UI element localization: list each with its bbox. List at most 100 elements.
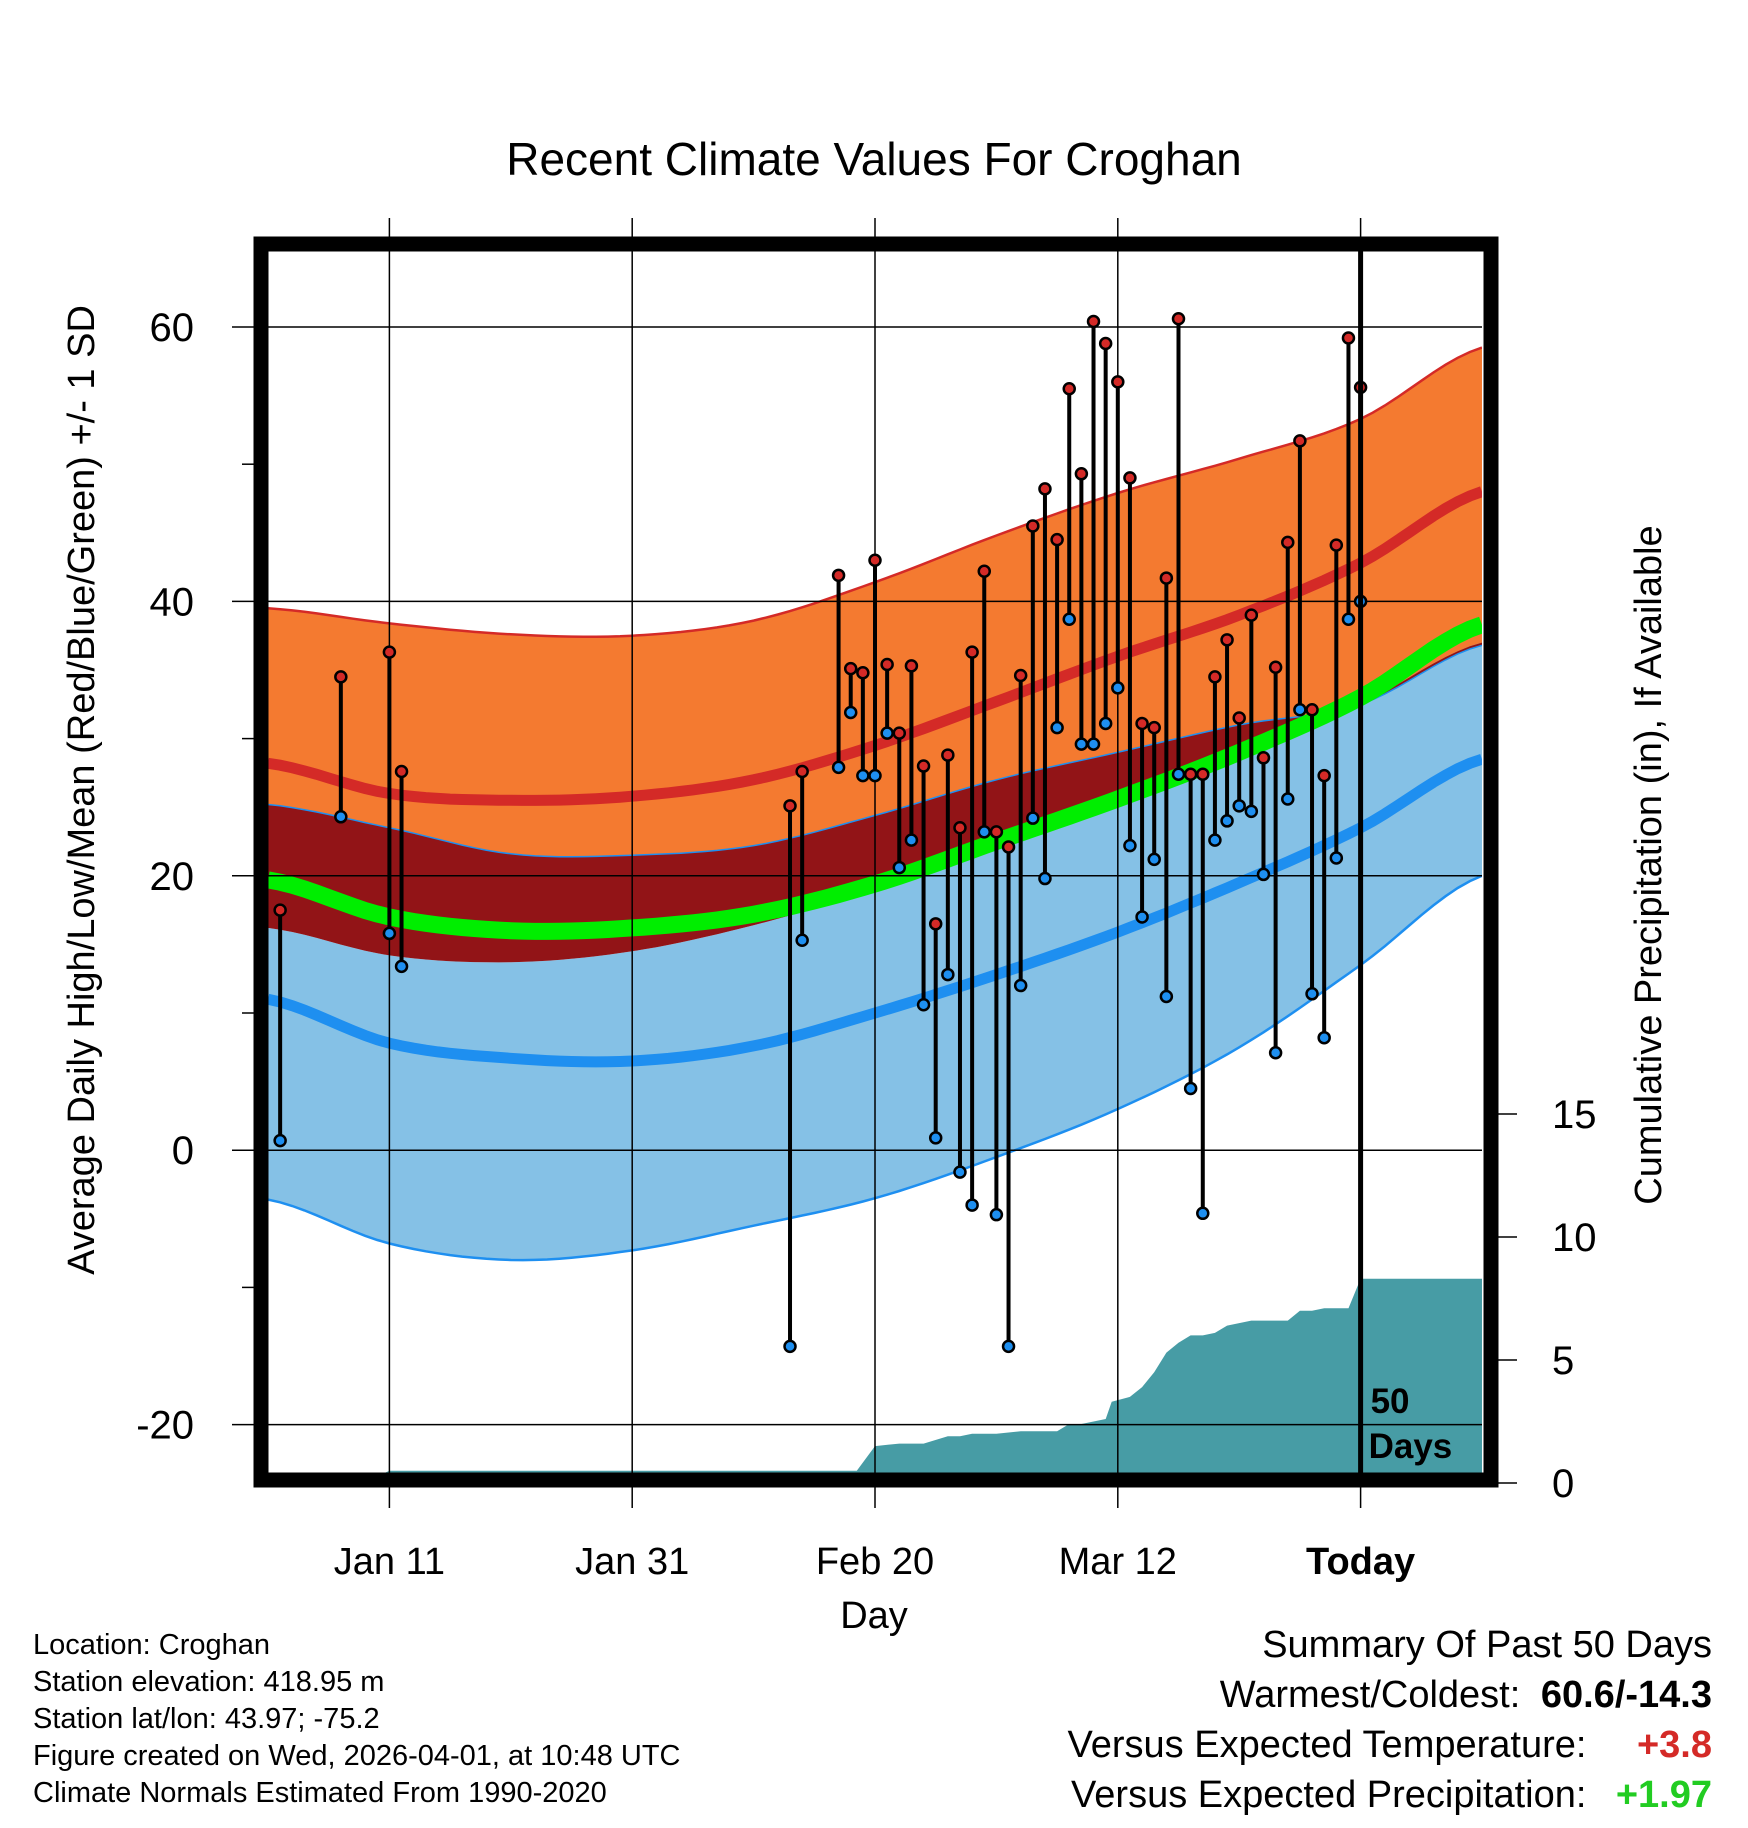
precip-value: +1.97 [1615,1774,1712,1816]
obs-low-point [1220,814,1234,828]
obs-high-point [941,748,955,762]
obs-low-point [1001,1339,1016,1354]
summary-temp-row: Versus Expected Temperature: +3.8 [812,1720,1712,1770]
observed-temperatures [273,312,1368,1354]
obs-high-point [1026,519,1040,533]
location-text: Location: Croghan [33,1629,270,1661]
obs-low-point [1183,1081,1198,1096]
obs-high-point [953,821,967,835]
y2-tick-label: 5 [1552,1339,1574,1383]
obs-high-point [1038,482,1052,496]
obs-low-point [868,768,882,783]
created-text: Figure created on Wed, 2026-04-01, at 10… [33,1740,681,1772]
y2-axis-label: Cumulative Precipitation (in), If Availa… [1628,525,1670,1204]
obs-high-point [916,759,931,773]
obs-high-point [394,764,409,779]
obs-high-point [831,568,846,583]
latlon-text: Station lat/lon: 43.97; -75.2 [33,1703,380,1735]
obs-high-point [1305,703,1319,717]
chart-title: Recent Climate Values For Croghan [506,133,1241,185]
obs-high-point [1220,633,1234,647]
x-tick-label: Today [1306,1541,1415,1583]
obs-low-point [1098,716,1113,731]
obs-high-point [1244,608,1259,622]
x-tick-label: Mar 12 [1059,1541,1177,1583]
precip-area [268,1278,1482,1475]
y2-tick-label: 15 [1552,1093,1597,1137]
obs-low-point [1268,1046,1283,1060]
y-tick-label: -20 [136,1404,194,1448]
plot-frame [253,236,1499,1488]
x-axis-label: Day [840,1595,908,1637]
temp-label: Versus Expected Temperature: [1067,1724,1587,1766]
obs-high-point [1317,768,1331,783]
obs-high-point [273,903,287,917]
warmest-value: 60.6/-14.3 [1540,1674,1712,1716]
elevation-text: Station elevation: 418.95 m [33,1666,385,1698]
obs-low-point [880,726,894,740]
obs-high-point [1062,381,1076,396]
obs-low-point [795,933,809,948]
y-tick-label: 40 [150,580,195,624]
warmest-label: Warmest/Coldest: [1219,1674,1521,1716]
obs-low-point [941,967,955,982]
obs-low-point [1208,833,1222,847]
obs-high-point [795,764,809,779]
obs-high-point [1196,767,1210,782]
obs-high-point [892,726,907,740]
obs-high-point [1111,375,1125,389]
obs-low-point [1013,978,1028,993]
obs-low-point [831,760,846,775]
obs-low-point [916,998,931,1012]
obs-high-point [1098,336,1113,351]
obs-low-point [1232,799,1246,813]
obs-high-point [1268,660,1283,675]
obs-high-point [1159,571,1174,585]
summary-warmest-row: Warmest/Coldest: 60.6/-14.3 [812,1670,1712,1720]
obs-high-point [1183,767,1198,782]
obs-low-point [1111,681,1125,695]
obs-high-point [965,645,979,659]
summary-title: Summary Of Past 50 Days [1262,1624,1712,1666]
obs-high-point [1171,312,1186,326]
obs-low-point [1026,811,1040,825]
obs-low-point [1341,612,1356,626]
today-label-days: Days [1369,1427,1453,1466]
obs-high-point [880,657,894,672]
obs-low-point [1135,910,1149,924]
obs-low-point [977,825,992,839]
obs-high-point [1013,668,1028,683]
obs-low-point [334,810,348,824]
y-tick-label: 60 [150,306,195,350]
obs-low-point [989,1207,1004,1222]
normals-text: Climate Normals Estimated From 1990-2020 [33,1777,607,1809]
axes: Jan 11 Jan 31 Feb 20 Mar 12 Today -20 0 20 40 60 0… [136,218,1597,1583]
obs-low-point [965,1198,979,1212]
obs-low-point [1050,720,1064,735]
obs-high-point [382,645,397,659]
obs-high-point [928,917,943,931]
obs-high-point [1086,314,1101,329]
x-tick-label: Jan 11 [334,1541,445,1583]
obs-high-point [1256,751,1271,765]
obs-high-point [977,564,992,578]
obs-low-point [382,926,397,941]
obs-high-point [868,553,882,567]
obs-low-point [892,860,907,875]
obs-high-point [1293,434,1307,448]
y-axis-label: Average Daily High/Low/Mean (Red/Blue/Gr… [61,305,103,1275]
obs-high-point [783,799,797,813]
obs-low-point [1086,737,1101,751]
obs-high-point [1208,670,1222,684]
obs-high-point [1329,538,1344,552]
obs-low-point [843,705,858,720]
obs-low-point [1317,1030,1331,1045]
obs-high-point [1281,535,1295,550]
obs-low-point [1196,1206,1210,1221]
obs-low-point [273,1133,287,1148]
obs-low-point [1074,737,1089,751]
temp-value: +3.8 [1636,1724,1712,1766]
y-tick-label: 20 [150,855,195,899]
obs-low-point [1171,767,1186,782]
obs-low-point [1256,867,1271,882]
